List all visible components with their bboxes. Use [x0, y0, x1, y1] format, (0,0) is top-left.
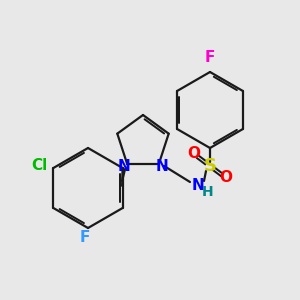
- Text: Cl: Cl: [31, 158, 47, 172]
- Text: N: N: [155, 159, 168, 174]
- Text: N: N: [118, 159, 130, 174]
- Text: N: N: [192, 178, 204, 194]
- Text: H: H: [202, 185, 214, 199]
- Text: O: O: [220, 170, 232, 185]
- Text: F: F: [80, 230, 90, 245]
- Text: S: S: [203, 157, 217, 175]
- Text: F: F: [205, 50, 215, 65]
- Text: O: O: [188, 146, 200, 161]
